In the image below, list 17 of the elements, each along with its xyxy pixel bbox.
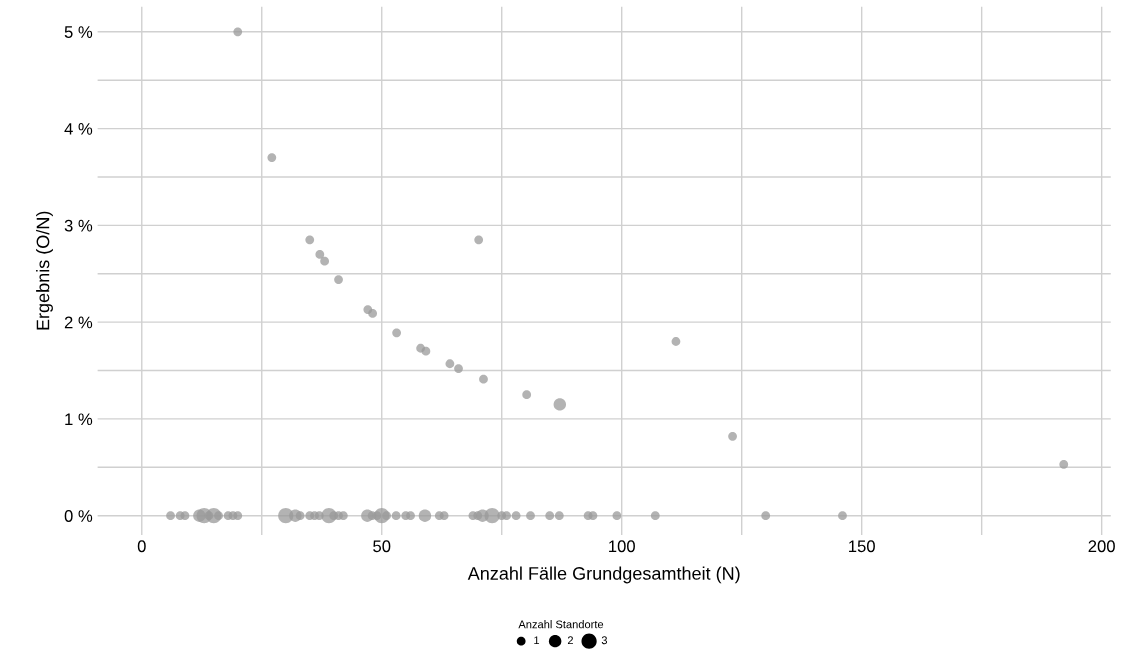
- y-tick-label: 3 %: [64, 219, 93, 232]
- x-tick-label: 0: [137, 540, 146, 553]
- y-axis-title: Ergebnis (O/N): [36, 211, 53, 330]
- y-tick-label: 1 %: [65, 413, 93, 426]
- x-tick-label: 100: [609, 540, 635, 553]
- y-tick-label: 0 %: [64, 510, 93, 522]
- x-tick-label: 50: [373, 540, 391, 553]
- x-tick-label: 200: [1088, 540, 1115, 553]
- x-tick-label: 150: [849, 540, 875, 553]
- legend-label: 1: [534, 636, 540, 645]
- y-tick-label: 5 %: [64, 26, 93, 38]
- y-tick-label: 4 %: [64, 123, 93, 135]
- legend-label: 2: [567, 636, 573, 645]
- y-tick-label: 2 %: [64, 316, 93, 329]
- x-axis-title: Anzahl Fälle Grundgesamtheit (N): [467, 566, 740, 584]
- legend-label: 3: [601, 636, 607, 645]
- legend-title: Anzahl Standorte: [518, 620, 604, 629]
